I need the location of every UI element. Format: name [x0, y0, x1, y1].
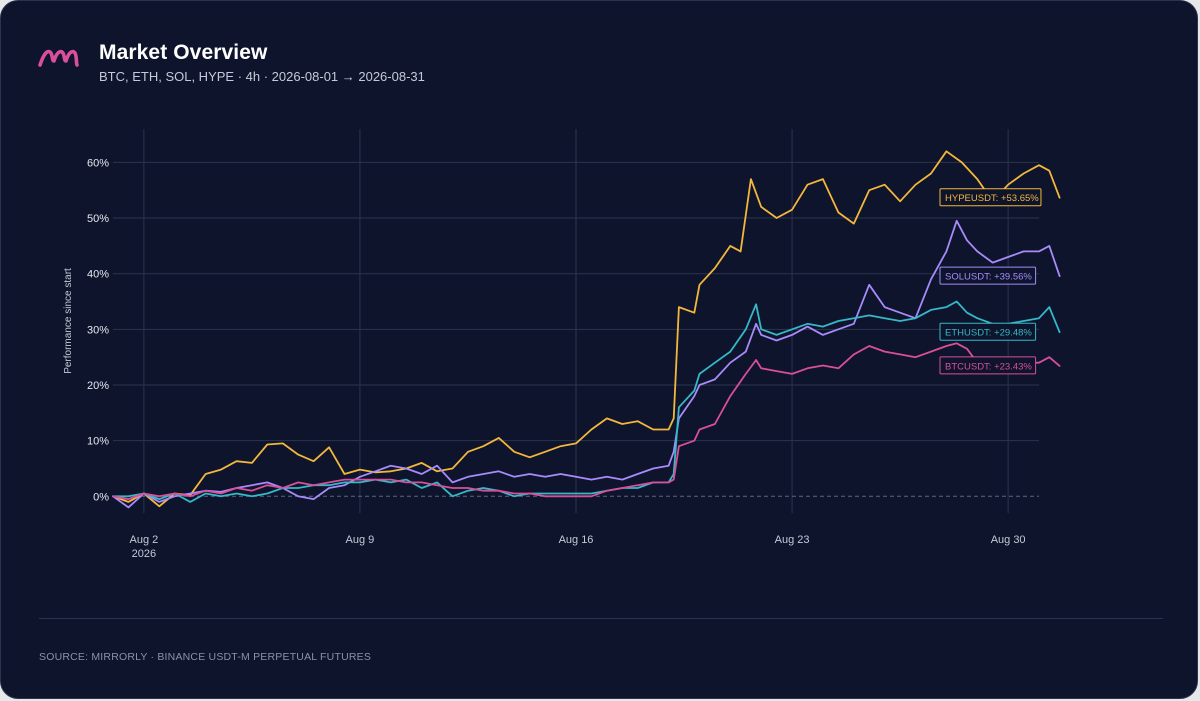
end-label-box	[939, 356, 1037, 375]
series-line-ethusdt	[112, 300, 1061, 503]
y-tick-label: 10%	[87, 436, 109, 448]
end-label-hypeusdt: HYPEUSDT: +53.65%	[939, 188, 1042, 207]
page-subtitle: BTC, ETH, SOL, HYPE · 4h · 2026-08-01 → …	[99, 69, 425, 84]
source-note: SOURCE: MIRRORLY · BINANCE USDT-M PERPET…	[39, 651, 372, 663]
y-tick-label: 20%	[87, 380, 109, 392]
end-label-box	[939, 266, 1037, 285]
end-label-text: HYPEUSDT: +53.65%	[945, 193, 1039, 204]
y-tick-label: 50%	[87, 213, 109, 225]
y-tick-label: 40%	[87, 269, 109, 281]
end-label-box	[939, 322, 1037, 341]
end-label-text: ETHUSDT: +29.48%	[945, 328, 1032, 339]
series-line-solusdt	[112, 219, 1061, 509]
series-line-btcusdt	[112, 342, 1061, 500]
mirrorly-logo-icon	[38, 49, 79, 67]
x-tick-year-label: 2026	[132, 548, 156, 560]
y-tick-label: 60%	[87, 157, 109, 169]
x-tick-label: Aug 23	[775, 534, 810, 546]
x-tick-label: Aug 9	[346, 534, 375, 546]
x-tick-label: Aug 16	[559, 534, 594, 546]
end-label-btcusdt: BTCUSDT: +23.43%	[939, 356, 1037, 375]
x-tick-label: Aug 30	[991, 534, 1026, 546]
x-tick-label: Aug 2	[129, 534, 158, 546]
y-tick-label: 0%	[93, 491, 109, 503]
end-label-text: BTCUSDT: +23.43%	[945, 361, 1032, 372]
end-label-solusdt: SOLUSDT: +39.56%	[939, 266, 1037, 285]
series-line-hypeusdt	[112, 150, 1061, 508]
y-axis-title: Performance since start	[63, 268, 74, 374]
end-label-text: SOLUSDT: +39.56%	[945, 272, 1032, 283]
y-tick-label: 30%	[87, 324, 109, 336]
footer-divider	[39, 618, 1163, 619]
end-label-box	[939, 188, 1042, 207]
end-label-ethusdt: ETHUSDT: +29.48%	[939, 322, 1037, 341]
page-title: Market Overview	[99, 41, 268, 64]
